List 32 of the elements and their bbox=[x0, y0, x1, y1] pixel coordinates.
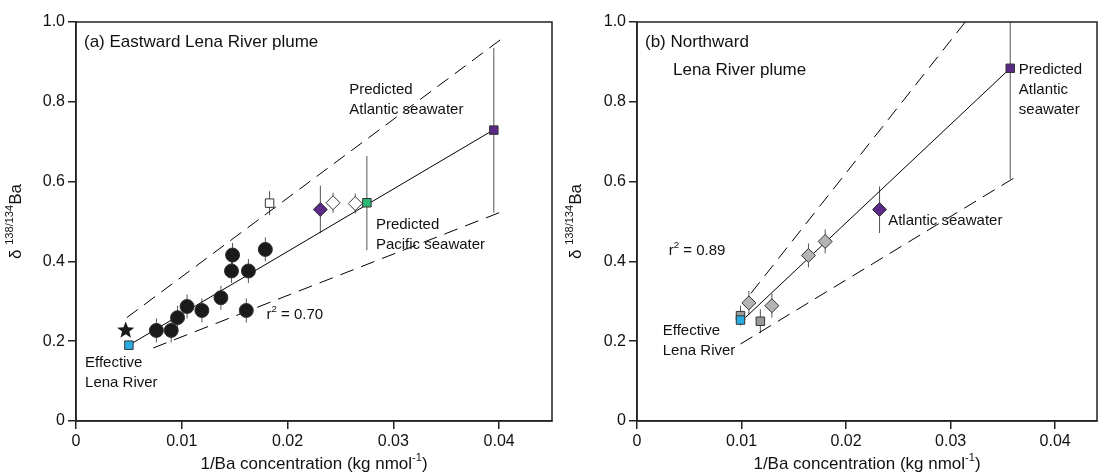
x-tick-label: 0 bbox=[632, 432, 642, 450]
text: (a) Eastward Lena River plume bbox=[84, 31, 319, 51]
y-axis-title: δ 138/134Ba bbox=[3, 183, 25, 259]
y-tick-label: 0.4 bbox=[42, 251, 66, 269]
x-tick-label: 0.03 bbox=[377, 432, 410, 450]
x-tick-label: 0.03 bbox=[935, 432, 967, 450]
y-tick-label: 1.0 bbox=[42, 12, 66, 30]
y-tick-label: 0 bbox=[617, 411, 627, 429]
y-tick-label: 0.2 bbox=[603, 331, 627, 349]
x-tick-label: 0.04 bbox=[483, 432, 515, 450]
x-tick-label: 0 bbox=[71, 432, 81, 450]
y-tick-label: 0.2 bbox=[42, 331, 66, 349]
text: (b) Northward Lena River plume bbox=[645, 31, 807, 79]
x-tick-label: 0.01 bbox=[166, 432, 198, 450]
y-tick-label: 1.0 bbox=[603, 12, 627, 30]
x-tick-label: 0.04 bbox=[1039, 432, 1071, 450]
y-tick-label: 0.6 bbox=[603, 172, 627, 190]
x-tick-label: 0.01 bbox=[725, 432, 758, 450]
x-tick-label: 0.02 bbox=[271, 432, 304, 450]
y-tick-label: 0.8 bbox=[42, 92, 66, 110]
annotation: Effective Lena River bbox=[662, 320, 736, 358]
annotation: Atlantic seawater bbox=[888, 211, 1003, 229]
y-tick-label: 0 bbox=[56, 411, 66, 429]
y-tick-label: 0.8 bbox=[603, 92, 627, 110]
annotation: Predicted Atlantic seawater bbox=[1018, 60, 1083, 118]
annotation: Predicted Pacific seawater bbox=[375, 215, 486, 253]
y-tick-label: 0.6 bbox=[42, 172, 66, 190]
y-tick-label: 0.4 bbox=[603, 251, 627, 269]
y-axis-title: δ 138/134Ba bbox=[563, 183, 585, 259]
annotation: Predicted Atlantic seawater bbox=[349, 80, 464, 118]
x-tick-label: 0.02 bbox=[830, 432, 862, 450]
annotation: Effective Lena River bbox=[85, 352, 158, 390]
